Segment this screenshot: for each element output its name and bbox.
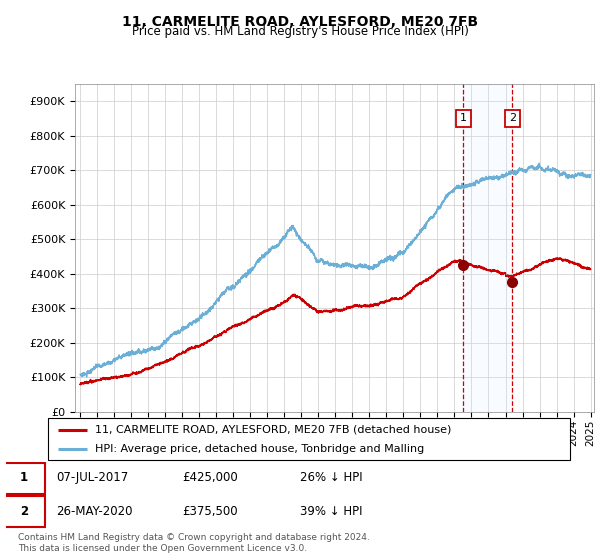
Text: Price paid vs. HM Land Registry's House Price Index (HPI): Price paid vs. HM Land Registry's House … [131,25,469,38]
FancyBboxPatch shape [3,463,46,493]
Text: 26% ↓ HPI: 26% ↓ HPI [300,471,362,484]
Text: 2: 2 [509,114,516,124]
Text: HPI: Average price, detached house, Tonbridge and Malling: HPI: Average price, detached house, Tonb… [95,444,424,454]
Text: 39% ↓ HPI: 39% ↓ HPI [300,505,362,517]
Text: £425,000: £425,000 [182,471,238,484]
FancyBboxPatch shape [48,418,570,460]
Bar [463,84,512,412]
Text: Contains HM Land Registry data © Crown copyright and database right 2024.
This d: Contains HM Land Registry data © Crown c… [18,533,370,553]
Text: 11, CARMELITE ROAD, AYLESFORD, ME20 7FB: 11, CARMELITE ROAD, AYLESFORD, ME20 7FB [122,15,478,29]
FancyBboxPatch shape [3,496,46,527]
Text: 2: 2 [20,505,28,517]
Text: 1: 1 [20,471,28,484]
Text: 07-JUL-2017: 07-JUL-2017 [56,471,128,484]
Text: 1: 1 [460,114,467,124]
Text: 11, CARMELITE ROAD, AYLESFORD, ME20 7FB (detached house): 11, CARMELITE ROAD, AYLESFORD, ME20 7FB … [95,424,451,435]
Text: £375,500: £375,500 [182,505,238,517]
Text: 26-MAY-2020: 26-MAY-2020 [56,505,133,517]
